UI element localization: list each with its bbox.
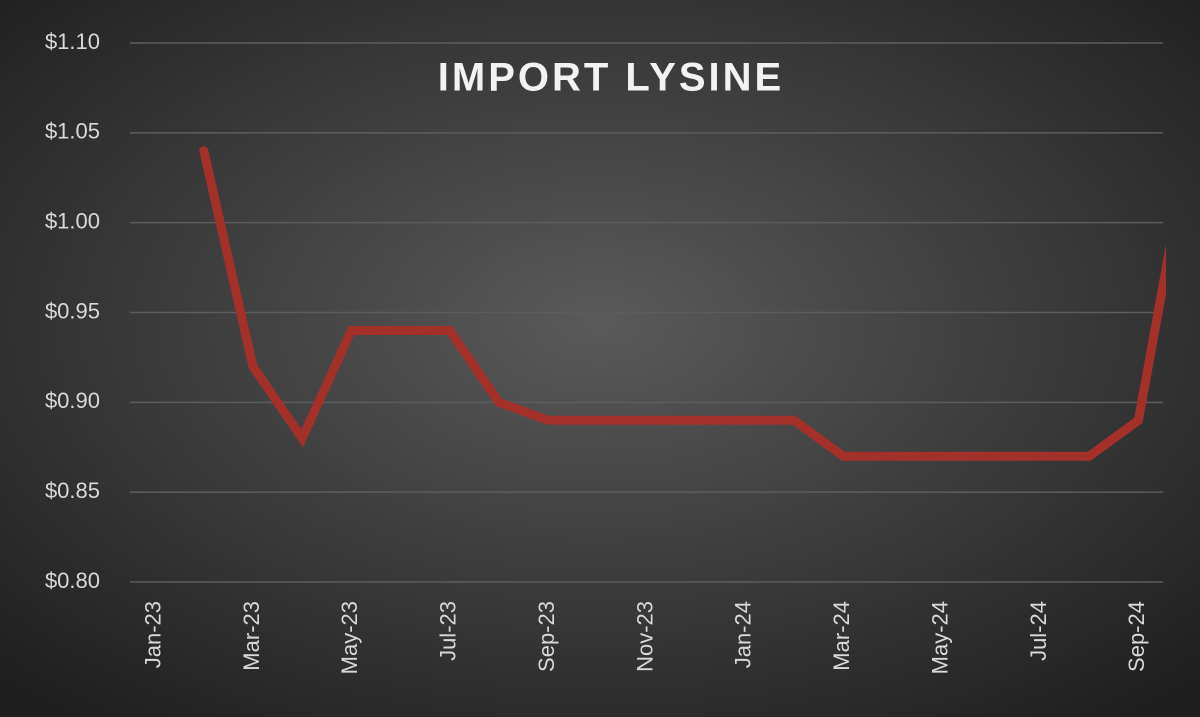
x-tick-label: Jul-24 bbox=[1026, 601, 1051, 661]
data-line bbox=[199, 146, 1166, 461]
x-tick-label: Sep-23 bbox=[534, 601, 559, 672]
x-tick-label: Sep-24 bbox=[1124, 601, 1149, 672]
y-tick-label: $1.00 bbox=[45, 208, 100, 233]
plot-area bbox=[199, 146, 1166, 461]
x-tick-label: Mar-23 bbox=[239, 601, 264, 671]
x-tick-label: Jan-24 bbox=[731, 601, 756, 668]
x-tick-label: Nov-23 bbox=[632, 601, 657, 672]
chart-title: IMPORT LYSINE bbox=[438, 56, 784, 100]
y-tick-label: $0.85 bbox=[45, 478, 100, 503]
y-tick-label: $0.80 bbox=[45, 568, 100, 593]
x-tick-label: May-24 bbox=[927, 601, 952, 674]
x-tick-label: May-23 bbox=[337, 601, 362, 674]
y-tick-label: $1.10 bbox=[45, 29, 100, 54]
x-tick-label: Jan-23 bbox=[140, 601, 165, 668]
y-tick-label: $0.95 bbox=[45, 298, 100, 323]
y-tick-label: $0.90 bbox=[45, 388, 100, 413]
x-tick-label: Mar-24 bbox=[829, 601, 854, 671]
x-tick-label: Jul-23 bbox=[436, 601, 461, 661]
y-tick-label: $1.05 bbox=[45, 119, 100, 144]
